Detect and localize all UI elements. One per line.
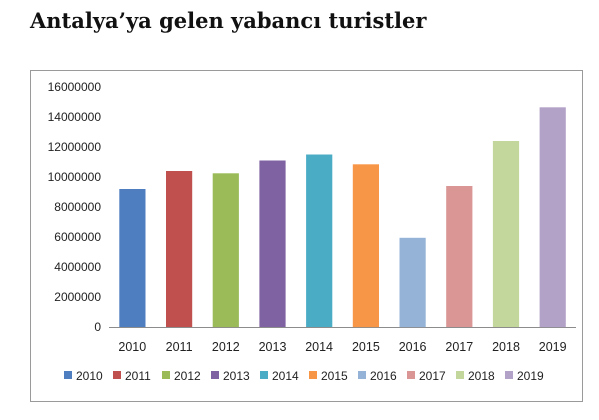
y-axis-ticks: 0 2000000 4000000 6000000 8000000 10000000 120… <box>48 80 102 334</box>
legend-swatch <box>64 371 72 379</box>
y-tick-label: 10000000 <box>48 170 102 184</box>
bar-2017 <box>446 186 473 327</box>
bars <box>119 107 566 328</box>
legend: 2010 2011 2012 2013 2014 2015 2016 2017 2018 2019 <box>64 369 544 383</box>
legend-swatch <box>162 371 170 379</box>
bar-2010 <box>119 189 146 327</box>
legend-entry: 2015 <box>321 369 348 383</box>
legend-entry: 2018 <box>468 369 495 383</box>
chart-frame: 0 2000000 4000000 6000000 8000000 10000000 120… <box>30 70 583 402</box>
x-tick-label: 2014 <box>305 340 333 354</box>
bar-2013 <box>259 160 286 327</box>
legend-swatch <box>113 371 121 379</box>
legend-entry: 2016 <box>370 369 397 383</box>
legend-entry: 2019 <box>517 369 544 383</box>
y-tick-label: 6000000 <box>54 230 101 244</box>
legend-swatch <box>309 371 317 379</box>
x-tick-label: 2010 <box>118 340 146 354</box>
x-tick-label: 2018 <box>492 340 520 354</box>
legend-swatch <box>211 371 219 379</box>
bar-2019 <box>539 107 566 328</box>
legend-swatch <box>260 371 268 379</box>
x-tick-label: 2015 <box>352 340 380 354</box>
y-tick-label: 12000000 <box>48 140 102 154</box>
legend-entry: 2011 <box>125 369 151 383</box>
legend-swatch <box>505 371 513 379</box>
x-tick-label: 2019 <box>539 340 567 354</box>
x-axis-labels: 2010 2011 2012 2013 2014 2015 2016 2017 2018 2019 <box>118 340 566 354</box>
y-tick-label: 8000000 <box>54 200 101 214</box>
legend-entry: 2013 <box>223 369 250 383</box>
bar-2018 <box>492 141 520 327</box>
x-tick-label: 2017 <box>445 340 473 354</box>
x-tick-label: 2012 <box>212 340 240 354</box>
page-title: Antalya’ya gelen yabancı turistler <box>30 8 427 33</box>
y-tick-label: 16000000 <box>48 80 102 94</box>
legend-entry: 2010 <box>76 369 103 383</box>
legend-swatch <box>456 371 464 379</box>
x-tick-label: 2011 <box>166 340 193 354</box>
x-tick-label: 2013 <box>259 340 287 354</box>
bar-2015 <box>352 164 379 328</box>
y-tick-label: 4000000 <box>54 260 101 274</box>
bar-2014 <box>306 154 333 327</box>
y-tick-label: 2000000 <box>54 290 101 304</box>
legend-swatch <box>407 371 415 379</box>
legend-entry: 2017 <box>419 369 446 383</box>
x-tick-label: 2016 <box>399 340 427 354</box>
bar-chart: 0 2000000 4000000 6000000 8000000 10000000 120… <box>48 80 576 383</box>
bar-2011 <box>166 171 193 327</box>
bar-2012 <box>212 173 239 328</box>
legend-entry: 2012 <box>174 369 201 383</box>
y-tick-label: 0 <box>94 320 101 334</box>
bar-2016 <box>399 237 426 328</box>
legend-swatch <box>358 371 366 379</box>
legend-entry: 2014 <box>272 369 299 383</box>
y-tick-label: 14000000 <box>48 110 102 124</box>
